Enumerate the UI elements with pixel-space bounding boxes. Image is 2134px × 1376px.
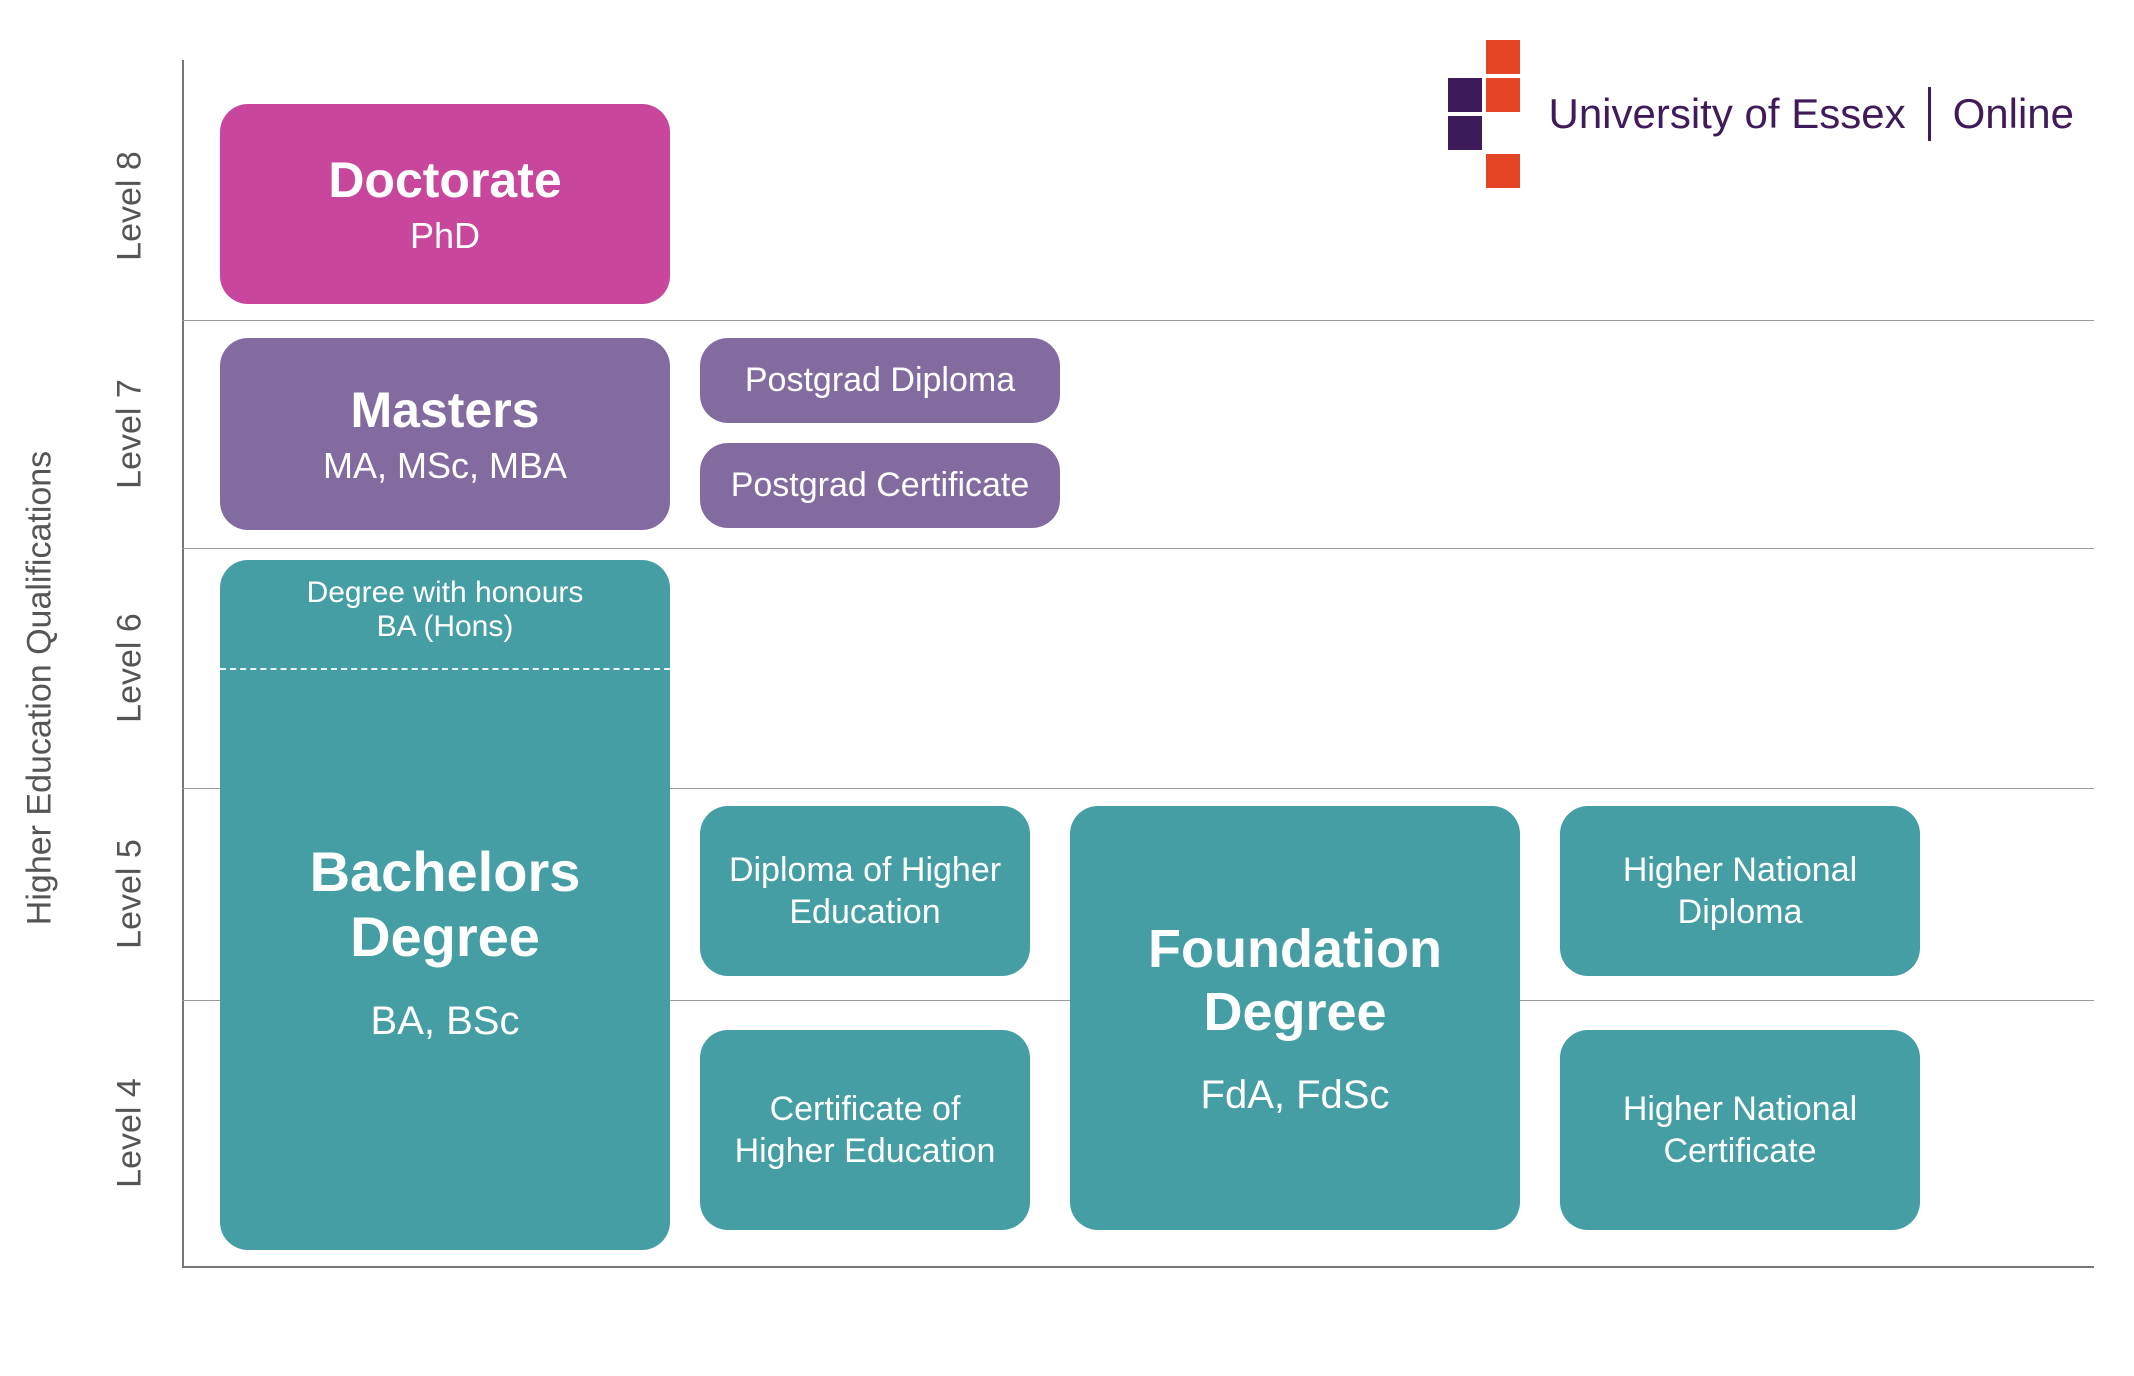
box-foundation-degree: Foundation Degree FdA, FdSc xyxy=(1070,806,1520,1230)
box-title: Masters xyxy=(351,381,540,439)
diagram-canvas: University of Essex Online Higher Educat… xyxy=(0,0,2134,1376)
box-title: Bachelors Degree xyxy=(240,840,650,969)
level-label: Level 4 xyxy=(111,1078,150,1188)
level-label: Level 8 xyxy=(111,151,150,261)
box-title: Higher National Certificate xyxy=(1580,1088,1900,1173)
logo-squares xyxy=(1448,40,1520,188)
logo-square xyxy=(1486,78,1520,112)
box-subtitle: FdA, FdSc xyxy=(1201,1073,1390,1118)
box-title: Postgrad Diploma xyxy=(745,361,1015,400)
box-subtitle: PhD xyxy=(410,215,480,257)
box-bachelors: Degree with honours BA (Hons) Bachelors … xyxy=(220,560,670,1250)
bachelors-hons-line2: BA (Hons) xyxy=(377,610,514,644)
level-label: Level 5 xyxy=(111,839,150,949)
box-hnc: Higher National Certificate xyxy=(1560,1030,1920,1230)
box-title: Postgrad Certificate xyxy=(731,466,1030,505)
level-label: Level 6 xyxy=(111,613,150,723)
logo-separator xyxy=(1928,87,1931,141)
box-hnd: Higher National Diploma xyxy=(1560,806,1920,976)
logo-online: Online xyxy=(1953,90,2074,138)
logo-square xyxy=(1448,78,1482,112)
box-subtitle: MA, MSc, MBA xyxy=(323,445,567,487)
box-certificate-he: Certificate of Higher Education xyxy=(700,1030,1030,1230)
y-axis-title: Higher Education Qualifications xyxy=(21,451,60,925)
level-label: Level 7 xyxy=(111,379,150,489)
brand-logo: University of Essex Online xyxy=(1448,40,2074,188)
box-diploma-he: Diploma of Higher Education xyxy=(700,806,1030,976)
box-masters: Masters MA, MSc, MBA xyxy=(220,338,670,530)
box-postgrad-certificate: Postgrad Certificate xyxy=(700,443,1060,528)
y-axis-line xyxy=(182,60,184,1266)
level-separator xyxy=(182,548,2094,549)
box-title: Higher National Diploma xyxy=(1580,849,1900,934)
logo-square xyxy=(1448,116,1482,150)
logo-square xyxy=(1486,154,1520,188)
logo-square xyxy=(1486,40,1520,74)
box-postgrad-diploma: Postgrad Diploma xyxy=(700,338,1060,423)
box-title: Doctorate xyxy=(328,151,561,209)
box-title: Certificate of Higher Education xyxy=(720,1088,1010,1173)
box-title: Diploma of Higher Education xyxy=(720,849,1010,934)
bachelors-dashed-divider xyxy=(220,668,670,670)
box-title: Foundation Degree xyxy=(1090,918,1500,1042)
logo-text: University of Essex Online xyxy=(1548,87,2074,141)
box-doctorate: Doctorate PhD xyxy=(220,104,670,304)
bachelors-hons-line1: Degree with honours xyxy=(307,576,584,610)
box-subtitle: BA, BSc xyxy=(371,999,520,1044)
x-axis-line xyxy=(182,1266,2094,1268)
level-separator xyxy=(182,320,2094,321)
logo-brand: University of Essex xyxy=(1548,90,1905,138)
